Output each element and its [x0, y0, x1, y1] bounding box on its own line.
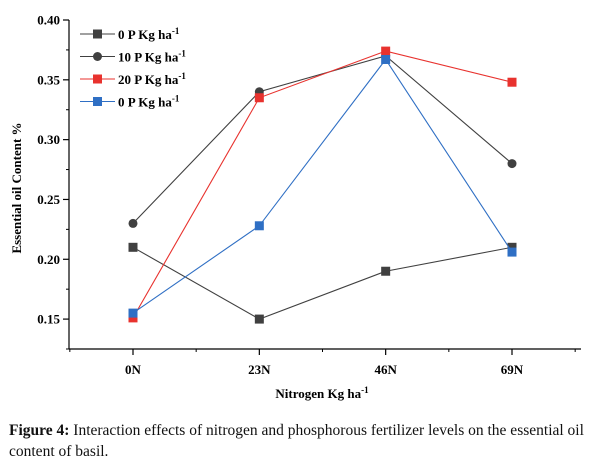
series-2: [128, 46, 517, 323]
data-point: [128, 242, 138, 252]
data-point: [381, 54, 391, 64]
series-line: [132, 50, 513, 319]
series-3: [128, 54, 517, 318]
legend-marker: [93, 52, 102, 61]
data-point: [254, 221, 264, 231]
legend-item: 0 P Kg ha-1: [80, 94, 180, 110]
legend-item: 0 P Kg ha-1: [80, 26, 180, 42]
data-point: [254, 93, 264, 103]
chart-series-layer: [128, 46, 517, 324]
series-line: [132, 55, 513, 224]
series-line: [132, 58, 513, 314]
series-1: [128, 51, 517, 228]
figure-caption: Figure 4: Interaction effects of nitroge…: [9, 420, 589, 462]
data-point: [381, 266, 391, 276]
legend-label: 20 P Kg ha-1: [118, 71, 186, 87]
series-0: [128, 242, 517, 324]
series-line: [132, 246, 513, 320]
y-tick-label: 0.15: [37, 312, 60, 327]
data-point: [507, 77, 517, 87]
legend-item: 10 P Kg ha-1: [80, 49, 186, 65]
legend-marker: [93, 97, 102, 106]
chart: 0.15 0.20 0.25 0.30 0.35 0.40 0N 23N 46N 69N 0 P …: [9, 13, 581, 401]
x-tick-label: 69N: [501, 362, 524, 377]
caption-text: Interaction effects of nitrogen and phos…: [9, 422, 584, 460]
data-point: [128, 218, 138, 228]
y-tick-label: 0.35: [37, 72, 60, 87]
data-point: [507, 242, 517, 252]
legend-label: 10 P Kg ha-1: [118, 49, 186, 65]
data-point: [507, 159, 517, 169]
chart-axes: 0.15 0.20 0.25 0.30 0.35 0.40 0N 23N 46N 69N: [37, 13, 581, 377]
legend-marker: [93, 74, 102, 84]
legend-label: 0 P Kg ha-1: [118, 94, 180, 110]
data-point: [128, 313, 138, 323]
x-tick-label: 0N: [125, 362, 142, 377]
y-tick-label: 0.30: [37, 132, 60, 147]
legend-item: 20 P Kg ha-1: [80, 71, 186, 87]
legend-label: 0 P Kg ha-1: [118, 26, 180, 42]
data-point: [254, 314, 264, 324]
y-axis-title: Essential oil Content %: [9, 122, 24, 253]
y-tick-label: 0.25: [37, 192, 60, 207]
data-point: [128, 308, 138, 318]
data-point: [381, 46, 391, 56]
data-point: [507, 247, 517, 257]
legend-marker: [93, 29, 102, 39]
y-tick-label: 0.40: [37, 13, 60, 28]
chart-legend: 0 P Kg ha-1 10 P Kg ha-1 20 P Kg ha-1 0 P K…: [80, 26, 186, 110]
x-axis-title: Nitrogen Kg ha-1: [275, 385, 369, 401]
x-tick-label: 46N: [374, 362, 397, 377]
y-tick-label: 0.20: [37, 252, 60, 267]
caption-label: Figure 4:: [9, 422, 70, 439]
x-tick-label: 23N: [248, 362, 271, 377]
